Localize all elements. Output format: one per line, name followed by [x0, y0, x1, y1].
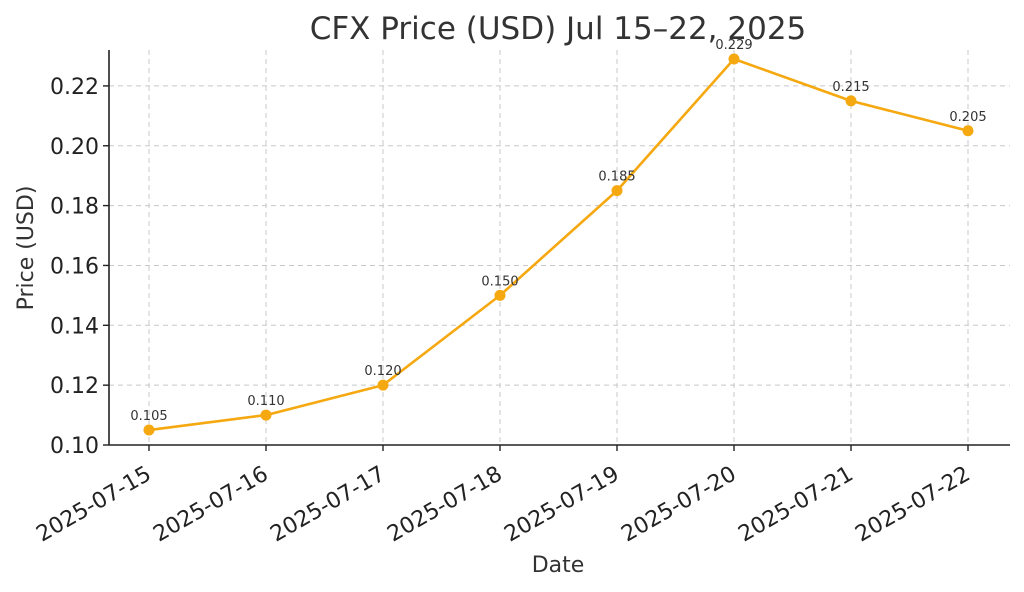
x-tick-label: 2025-07-16	[149, 462, 272, 548]
y-tick-label: 0.22	[50, 75, 99, 100]
y-tick-label: 0.12	[50, 374, 99, 399]
y-tick-label: 0.20	[50, 135, 99, 160]
x-tick-label: 2025-07-18	[383, 462, 506, 548]
x-tick-label: 2025-07-20	[617, 462, 740, 548]
y-tick-label: 0.14	[50, 314, 99, 339]
data-point	[377, 379, 389, 391]
y-axis-label: Price (USD)	[14, 186, 39, 311]
data-labels: 0.105 0.110 0.120 0.150 0.185 0.229 0.215 0.205	[130, 38, 986, 424]
data-point	[728, 53, 740, 65]
data-point	[260, 409, 272, 421]
series-line	[148, 57, 969, 432]
data-label: 0.185	[598, 170, 635, 185]
series-price	[143, 53, 974, 436]
grid	[109, 50, 1010, 446]
data-point	[143, 424, 155, 436]
data-label: 0.205	[949, 110, 986, 125]
data-point	[494, 289, 506, 301]
chart-title: CFX Price (USD) Jul 15–22, 2025	[310, 11, 807, 47]
y-tick-label: 0.18	[50, 195, 99, 220]
data-label: 0.105	[130, 409, 167, 424]
data-point	[845, 95, 857, 107]
data-label: 0.110	[247, 394, 284, 409]
data-label: 0.215	[832, 80, 869, 95]
y-tick-label: 0.10	[50, 434, 99, 459]
data-label: 0.120	[364, 364, 401, 379]
y-tick-label: 0.16	[50, 254, 99, 279]
x-tick-label: 2025-07-19	[500, 462, 623, 548]
x-tick-label: 2025-07-21	[734, 462, 857, 548]
data-point	[611, 185, 623, 197]
x-tick-label: 2025-07-22	[851, 462, 974, 548]
axes: 0.100.120.140.160.180.200.222025-07-1520…	[32, 50, 1010, 547]
data-point	[962, 125, 974, 137]
x-tick-label: 2025-07-17	[266, 462, 389, 548]
x-axis-label: Date	[532, 553, 585, 578]
data-label: 0.150	[481, 274, 518, 289]
x-tick-label: 2025-07-15	[32, 462, 155, 548]
data-label: 0.229	[715, 38, 752, 53]
